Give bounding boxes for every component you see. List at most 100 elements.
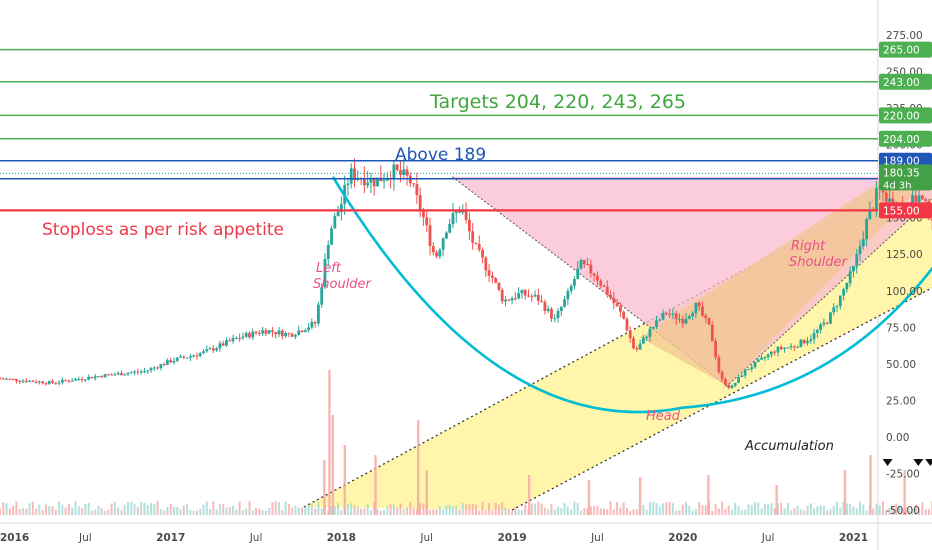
volume-bar [2,502,5,515]
volume-bar [855,508,858,515]
volume-bar [281,510,284,515]
candle-body [760,357,763,360]
volume-bar [67,503,70,515]
candle-body [566,291,570,300]
candle-body [638,343,642,350]
volume-bar [136,506,139,515]
volume-bar [786,502,789,515]
candle-body [563,299,566,307]
candle-body [185,357,189,359]
volume-bar [816,506,819,515]
candle-body [294,335,297,337]
volume-bar [507,509,510,515]
volume-bar [832,505,835,515]
accumulation-arrow [925,459,932,466]
volume-bar [799,509,802,515]
price-tag-label-stop: 155.00 [883,205,920,217]
candle-body [149,368,153,371]
volume-bar [819,505,822,515]
x-tick-label: Jul [78,532,92,544]
volume-bar [530,503,533,515]
volume-bar [317,502,320,515]
candle-body [720,372,724,380]
volume-bar [274,501,277,515]
volume-bar [291,507,294,515]
volume-bar [409,501,412,515]
volume-bar [668,501,671,515]
volume-spike [707,475,710,515]
volume-bar [895,503,898,515]
candle-body [747,369,750,371]
candle-body [796,346,800,348]
candle-body [858,246,862,255]
x-tick-label: Jul [761,532,775,544]
volume-bar [658,506,661,515]
volume-bar [540,503,543,515]
accumulation-label: Accumulation [744,439,834,454]
volume-bar [589,506,592,515]
volume-bar [622,502,625,515]
candle-body [802,339,806,344]
volume-spike [425,470,428,515]
candle-body [875,188,878,210]
channel-lower-line [511,287,932,511]
candle-body [546,308,550,312]
volume-bar [186,503,189,515]
candle-body [632,338,635,349]
volume-bar [488,502,491,515]
volume-bar [750,505,753,515]
candle-body [579,259,583,269]
volume-bar [307,505,310,515]
candle-body [924,199,928,202]
candle-body [418,195,422,212]
candle-body [126,373,130,375]
candle-body [248,333,251,338]
volume-bar [100,508,103,515]
candle-body [507,299,511,301]
candle-body [300,330,304,332]
volume-bar [189,509,192,515]
volume-bar [360,508,363,515]
candle-body [116,373,120,375]
volume-bar [31,501,34,515]
volume-bar [859,501,862,515]
candle-body [21,380,25,382]
volume-bar [514,506,517,515]
candle-body [599,280,603,286]
volume-bar [205,501,208,515]
candle-body [129,372,133,374]
candle-body [618,306,622,312]
candle-body [90,376,94,379]
candle-body [303,330,307,332]
volume-bar [826,510,829,515]
volume-bar [665,502,668,515]
volume-spike [374,455,377,515]
volume-spike [587,480,591,515]
volume-bar [38,504,41,515]
candle-body [182,356,186,358]
volume-bar [865,510,868,515]
candle-body [641,337,645,344]
volume-bar [107,509,110,515]
volume-bar [199,508,202,515]
volume-bar [481,501,484,515]
candle-body [166,360,169,365]
volume-bar [172,507,175,515]
volume-bar [918,507,921,515]
volume-bar [849,503,852,515]
candle-body [198,353,202,357]
candle-body [290,333,294,337]
volume-bar [245,508,248,515]
price-tag-t243 [879,73,932,90]
volume-bar [176,506,179,515]
volume-bar [609,501,612,515]
price-tags: 265.00243.00220.00204.00189.00176.65155.… [879,41,932,219]
candle-body [819,324,823,330]
volume-bar [547,509,550,515]
volume-bar [704,505,707,515]
x-tick-label: 2018 [327,532,356,544]
volume-bar [767,504,770,515]
volume-bar [264,510,267,515]
candle-body [139,371,143,373]
volume-bar [406,507,409,515]
